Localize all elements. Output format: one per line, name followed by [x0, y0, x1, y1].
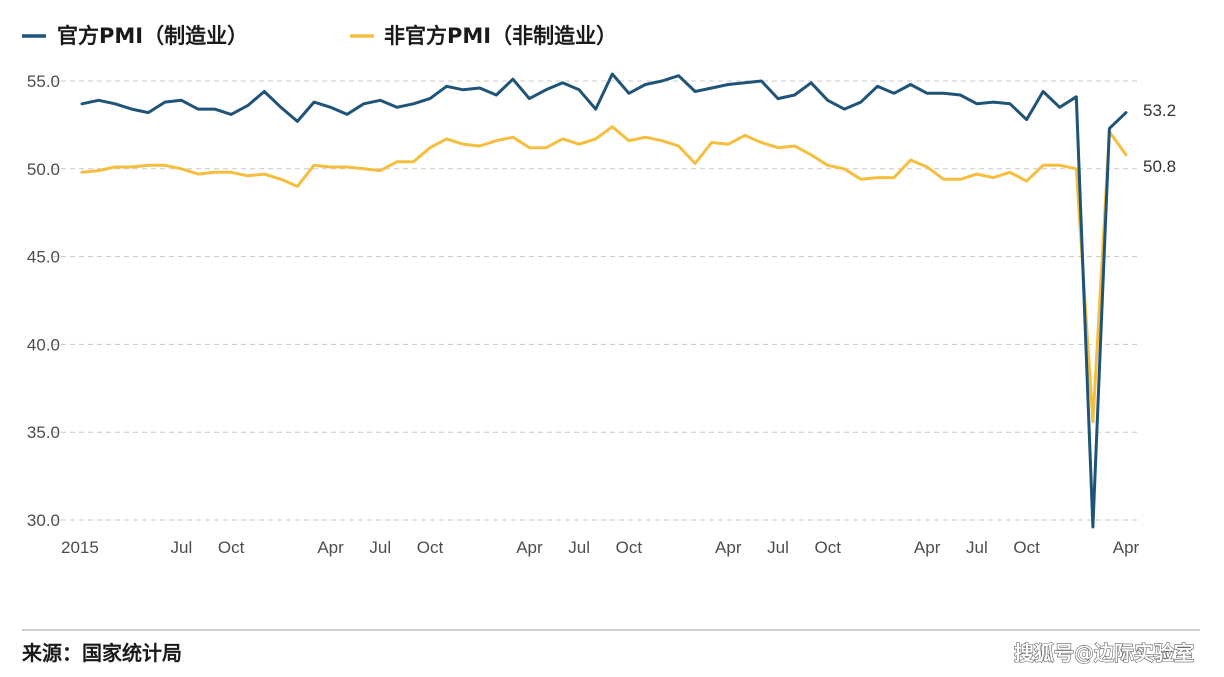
legend-label-non-manufacturing: 非官方PMI（非制造业） [384, 24, 617, 48]
series-line-manufacturing [80, 72, 1128, 529]
y-tick-label: 50.0 [27, 160, 60, 179]
x-tick-label: 2015 [61, 538, 99, 557]
x-tick-label: Apr [317, 538, 344, 557]
x-tick-label: Oct [218, 538, 245, 557]
x-tick-label: Oct [814, 538, 841, 557]
x-tick-label: Jul [171, 538, 193, 557]
x-tick-label: Apr [715, 538, 742, 557]
series-line-non-manufacturing [80, 125, 1128, 424]
source-note: 来源：国家统计局 [21, 641, 182, 665]
legend-label-manufacturing: 官方PMI（制造业） [57, 24, 248, 48]
x-tick-label: Jul [966, 538, 988, 557]
x-axis: 2015 Jul Oct Apr Jul Oct Apr Jul Oct Apr Jul Oct Apr… [61, 538, 1140, 557]
end-label-manufacturing: 53.2 [1143, 101, 1176, 120]
end-labels: 53.2 50.8 [1143, 101, 1176, 176]
x-tick-label: Oct [1013, 538, 1040, 557]
series-lines [80, 72, 1128, 529]
x-tick-label: Oct [417, 538, 444, 557]
x-tick-label: Jul [568, 538, 590, 557]
x-tick-label: Apr [914, 538, 941, 557]
y-tick-label: 35.0 [27, 423, 60, 442]
legend: 官方PMI（制造业） 非官方PMI（非制造业） [22, 24, 617, 48]
x-tick-label: Jul [369, 538, 391, 557]
watermark: 搜狐号@边际实验室 [1014, 641, 1194, 665]
gridlines [52, 80, 1140, 521]
x-tick-label: Apr [516, 538, 543, 557]
y-tick-label: 55.0 [27, 72, 60, 91]
x-tick-label: Apr [1113, 538, 1140, 557]
legend-item-manufacturing: 官方PMI（制造业） [22, 24, 248, 48]
y-tick-label: 45.0 [27, 248, 60, 267]
end-label-non-manufacturing: 50.8 [1143, 157, 1176, 176]
x-tick-label: Jul [767, 538, 789, 557]
legend-item-non-manufacturing: 非官方PMI（非制造业） [350, 24, 617, 48]
y-tick-label: 30.0 [27, 511, 60, 530]
y-tick-label: 40.0 [27, 335, 60, 354]
y-axis: 55.0 50.0 45.0 40.0 35.0 30.0 [27, 72, 60, 530]
x-tick-label: Oct [616, 538, 643, 557]
